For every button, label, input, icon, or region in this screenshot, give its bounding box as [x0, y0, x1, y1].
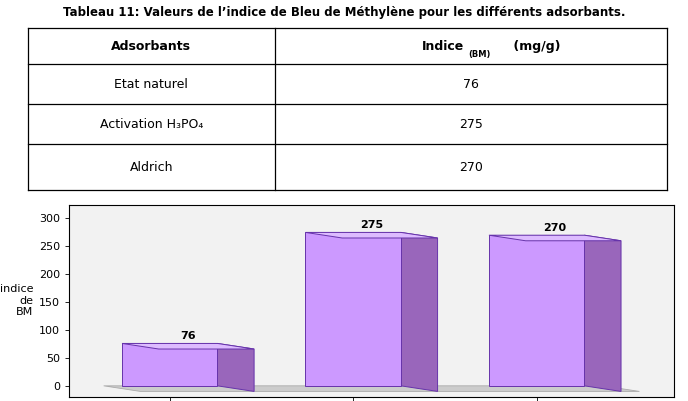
Polygon shape: [217, 343, 254, 391]
Text: Etat naturel: Etat naturel: [114, 78, 189, 91]
Polygon shape: [305, 233, 401, 386]
Polygon shape: [122, 343, 254, 349]
Polygon shape: [584, 235, 621, 391]
Polygon shape: [305, 233, 438, 238]
Text: Activation H₃PO₄: Activation H₃PO₄: [100, 118, 203, 131]
Text: 270: 270: [460, 161, 483, 174]
Text: (mg/g): (mg/g): [509, 40, 561, 53]
Text: 76: 76: [463, 78, 480, 91]
Y-axis label: indice
de
BM: indice de BM: [0, 284, 33, 317]
Text: Indice: Indice: [422, 40, 464, 53]
Text: 270: 270: [544, 223, 566, 233]
Text: Tableau 11: Valeurs de l’indice de Bleu de Méthylène pour les différents adsorba: Tableau 11: Valeurs de l’indice de Bleu …: [63, 6, 625, 19]
Text: 76: 76: [180, 331, 196, 341]
Text: 275: 275: [460, 118, 483, 131]
Text: (BM): (BM): [468, 50, 491, 59]
Polygon shape: [104, 386, 639, 391]
Polygon shape: [489, 235, 584, 386]
Polygon shape: [401, 233, 438, 391]
Text: Adsorbants: Adsorbants: [111, 40, 191, 53]
Polygon shape: [122, 343, 217, 386]
Text: 275: 275: [360, 220, 383, 230]
Text: Aldrich: Aldrich: [129, 161, 173, 174]
Polygon shape: [489, 235, 621, 241]
